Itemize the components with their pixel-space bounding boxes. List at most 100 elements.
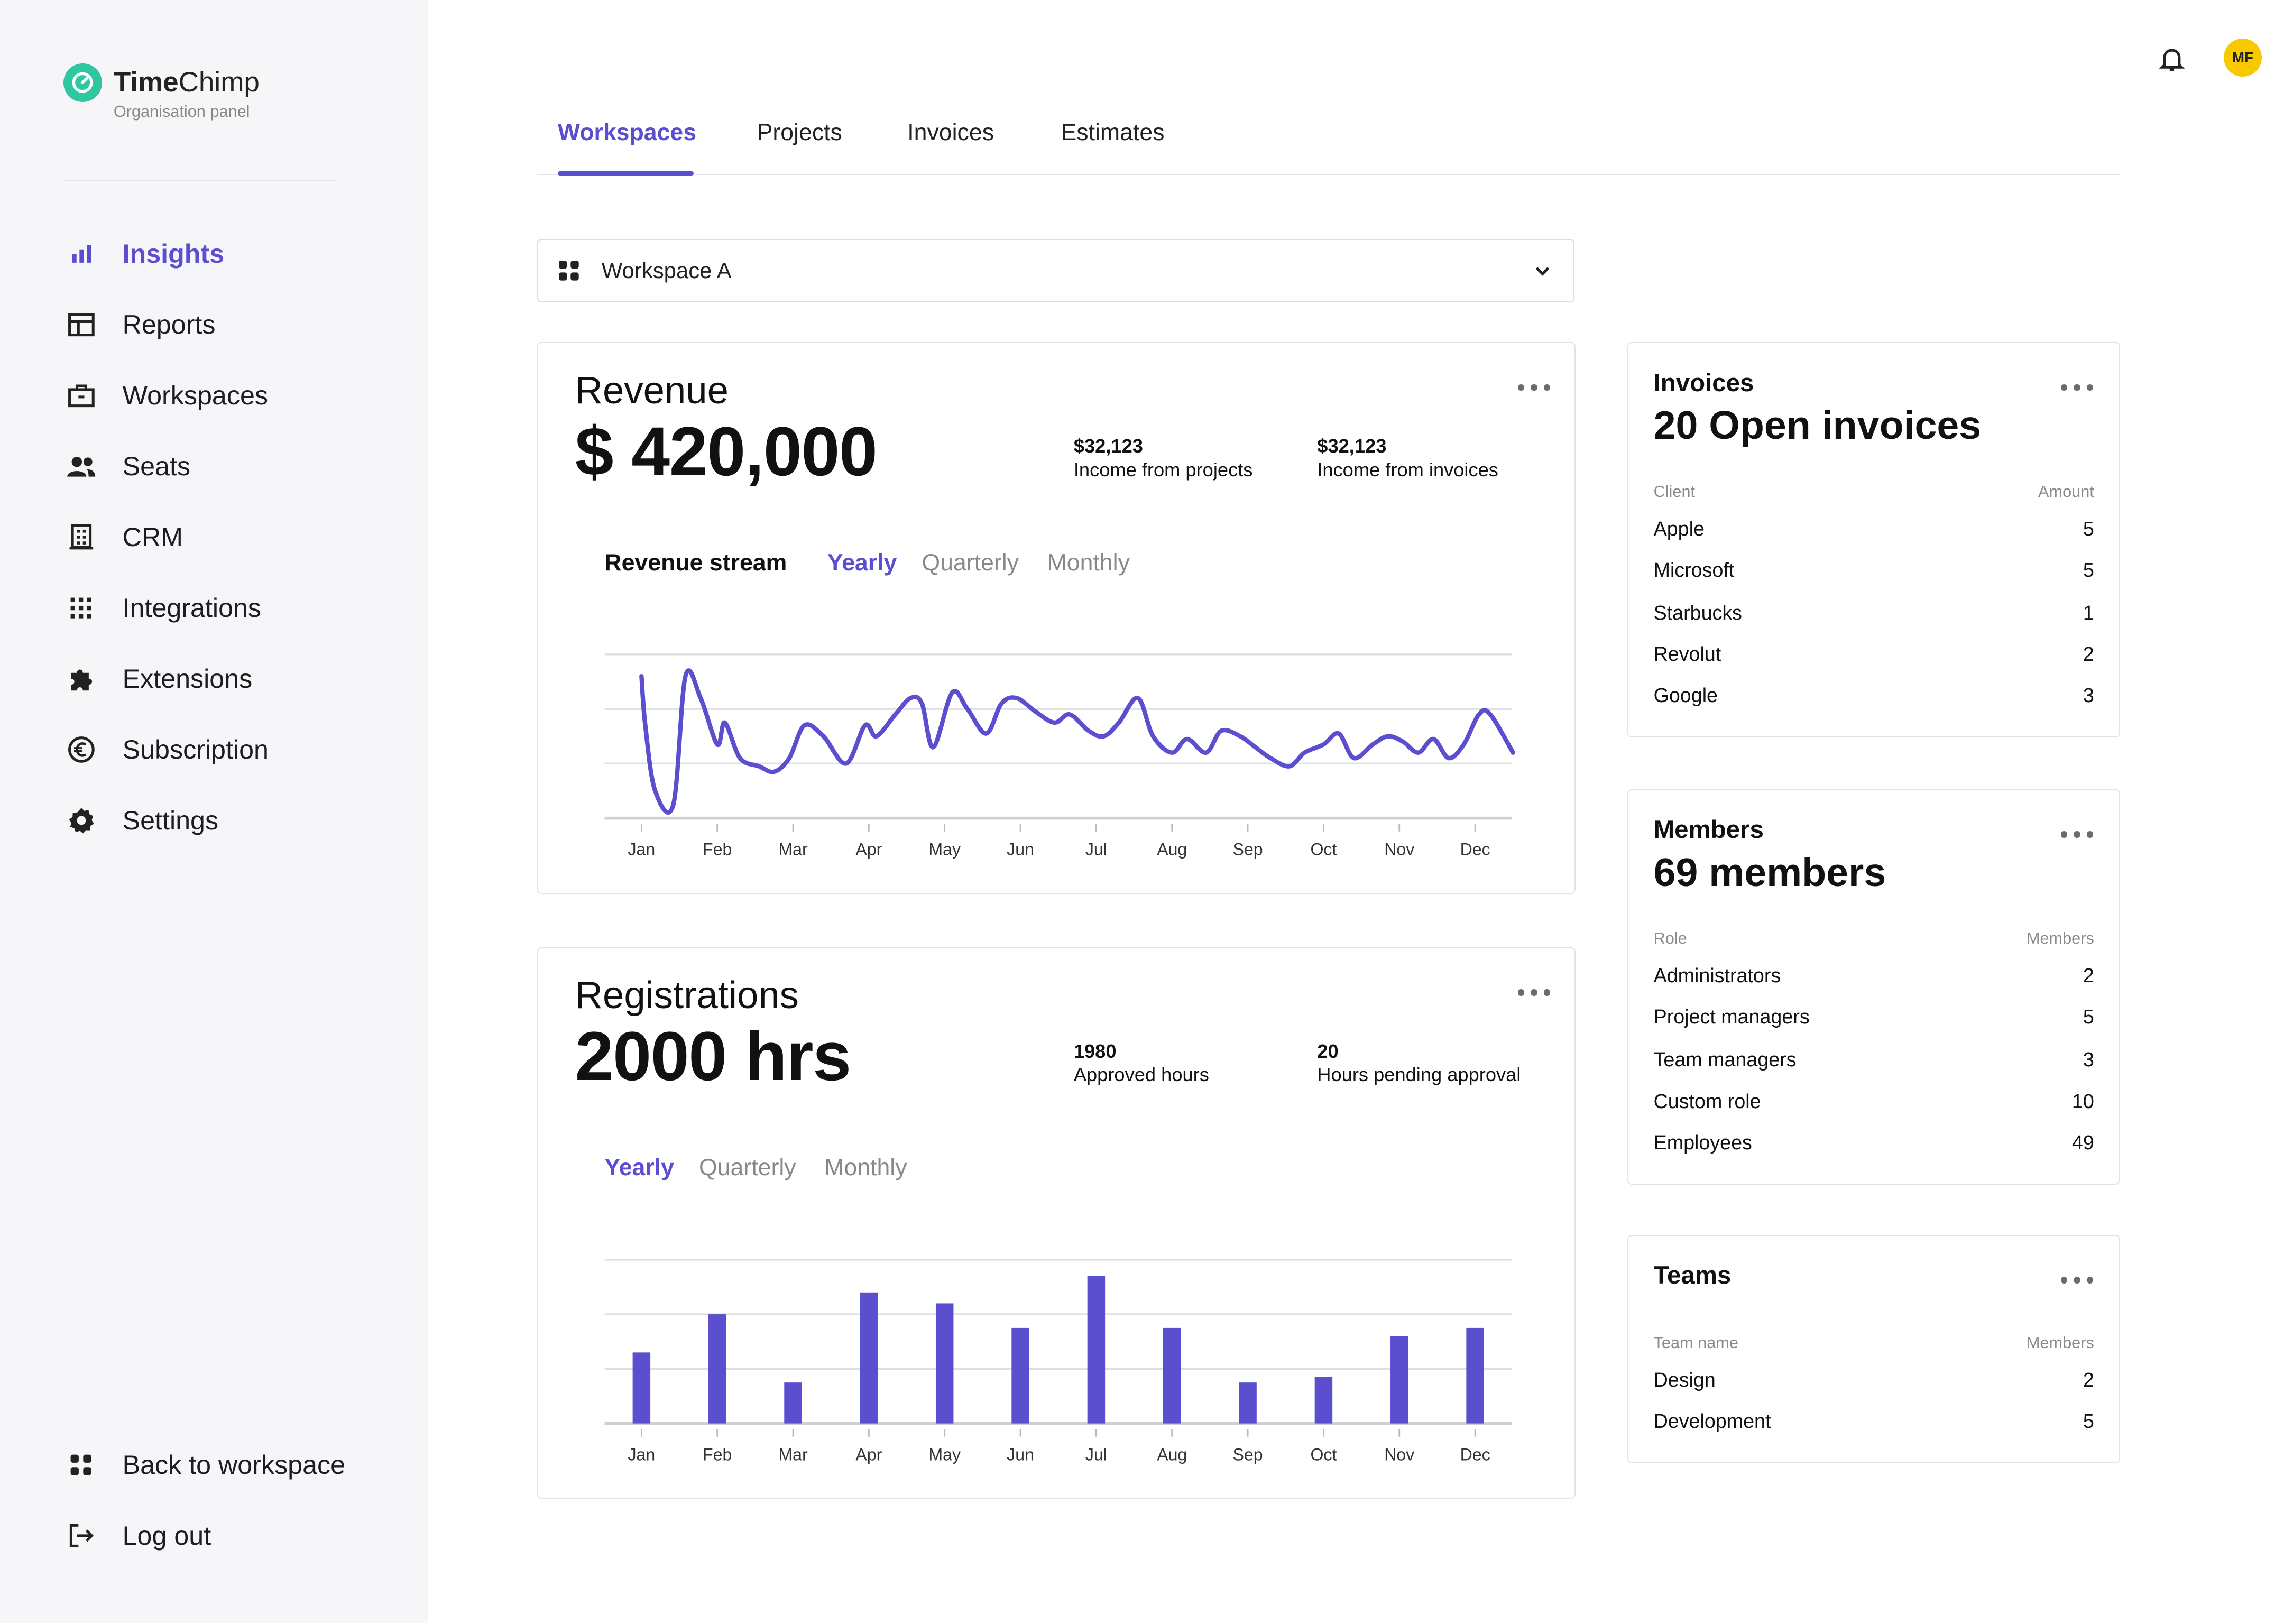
- invoices-card: Invoices 20 Open invoices Client Amount A…: [1627, 342, 2121, 738]
- revenue-stat-invoices: $32,123 Income from invoices: [1317, 435, 1498, 481]
- members-table-row[interactable]: Administrators 2: [1653, 964, 2094, 987]
- registrations-title: Registrations: [575, 974, 799, 1017]
- x-tick-label: Sep: [1232, 1445, 1263, 1464]
- registrations-period-monthly[interactable]: Monthly: [824, 1155, 907, 1181]
- registrations-bar: [1239, 1382, 1257, 1424]
- sidebar-item-label: Subscription: [122, 734, 269, 764]
- invoices-table-row[interactable]: Microsoft 5: [1653, 558, 2094, 581]
- sidebar-item-label: CRM: [122, 522, 183, 552]
- sidebar: TimeChimp Organisation panel Insights Re…: [0, 0, 428, 1623]
- logo[interactable]: TimeChimp Organisation panel: [63, 63, 260, 121]
- invoices-table-header: Client Amount: [1653, 482, 2094, 501]
- tab-estimates[interactable]: Estimates: [1061, 119, 1165, 146]
- teams-table-row[interactable]: Design 2: [1653, 1368, 2094, 1391]
- registrations-bar: [708, 1314, 726, 1424]
- gear-icon: [65, 804, 97, 836]
- euro-icon: [65, 733, 97, 765]
- x-tick-label: Jul: [1085, 840, 1107, 859]
- puzzle-icon: [65, 662, 97, 695]
- x-tick-label: Apr: [855, 1445, 882, 1464]
- revenue-value: $ 420,000: [575, 412, 878, 490]
- people-icon: [65, 450, 97, 482]
- x-tick-label: Oct: [1310, 1445, 1337, 1464]
- invoices-card-headline: 20 Open invoices: [1653, 403, 1982, 448]
- members-table-row[interactable]: Team managers 3: [1653, 1048, 2094, 1071]
- invoices-table-row[interactable]: Starbucks 1: [1653, 601, 2094, 624]
- x-tick-label: Nov: [1384, 1445, 1414, 1464]
- avatar[interactable]: MF: [2223, 38, 2262, 77]
- x-tick-label: Sep: [1232, 840, 1263, 859]
- registrations-bar: [935, 1303, 954, 1424]
- registrations-bar: [1390, 1336, 1408, 1424]
- x-tick-label: Jan: [628, 840, 655, 859]
- grid-icon: [65, 1448, 97, 1481]
- registrations-bar: [1011, 1327, 1029, 1424]
- sidebar-item-workspaces[interactable]: Workspaces: [65, 360, 269, 431]
- sidebar-item-insights[interactable]: Insights: [65, 218, 269, 289]
- members-table-row[interactable]: Custom role 10: [1653, 1090, 2094, 1112]
- logout-link[interactable]: Log out: [65, 1500, 345, 1571]
- x-tick-label: Nov: [1384, 840, 1414, 859]
- notifications-bell-icon[interactable]: [2157, 44, 2187, 74]
- revenue-stat-projects: $32,123 Income from projects: [1073, 435, 1253, 481]
- invoices-card-title: Invoices: [1653, 368, 1754, 397]
- workspace-select[interactable]: Workspace A: [537, 239, 1574, 303]
- x-tick-label: Aug: [1157, 840, 1187, 859]
- registrations-bar: [784, 1382, 802, 1424]
- invoices-more-icon[interactable]: [2060, 382, 2094, 393]
- x-tick-label: Apr: [855, 840, 882, 859]
- tab-workspaces[interactable]: Workspaces: [557, 119, 697, 146]
- teams-more-icon[interactable]: [2060, 1274, 2094, 1286]
- brand-name: TimeChimp: [113, 67, 260, 98]
- registrations-period-yearly[interactable]: Yearly: [604, 1155, 674, 1181]
- tab-invoices[interactable]: Invoices: [907, 119, 994, 146]
- sidebar-item-label: Integrations: [122, 593, 262, 623]
- x-tick-label: May: [928, 1445, 961, 1464]
- revenue-card: Revenue $ 420,000 $32,123 Income from pro…: [537, 342, 1576, 894]
- tab-projects[interactable]: Projects: [757, 119, 842, 146]
- invoices-table-row[interactable]: Revolut 2: [1653, 642, 2094, 665]
- revenue-series-line: [639, 668, 1515, 815]
- members-table-row[interactable]: Employees 49: [1653, 1131, 2094, 1154]
- registrations-more-icon[interactable]: [1517, 986, 1551, 998]
- registrations-bar: [1087, 1276, 1105, 1424]
- back-to-workspace-link[interactable]: Back to workspace: [65, 1429, 345, 1500]
- x-tick-label: Feb: [703, 840, 732, 859]
- grid-icon: [558, 260, 579, 281]
- registrations-bar: [632, 1352, 650, 1424]
- sidebar-item-integrations[interactable]: Integrations: [65, 573, 269, 643]
- revenue-line-chart: Jan Feb Mar Apr May Jun Jul Aug Sep Oct Nov Dec: [604, 653, 1515, 859]
- registrations-bar: [860, 1292, 878, 1424]
- briefcase-icon: [65, 379, 97, 411]
- revenue-period-monthly[interactable]: Monthly: [1047, 550, 1130, 576]
- x-tick-label: Jun: [1007, 1445, 1034, 1464]
- sidebar-item-reports[interactable]: Reports: [65, 289, 269, 360]
- active-tab-indicator: [557, 171, 694, 176]
- members-card-title: Members: [1653, 816, 1764, 844]
- members-more-icon[interactable]: [2060, 829, 2094, 841]
- members-table-row[interactable]: Project managers 5: [1653, 1005, 2094, 1028]
- registrations-bar-chart: Jan Feb Mar Apr May Jun Jul Aug Sep Oct Nov Dec: [604, 1258, 1512, 1464]
- registrations-bar: [1163, 1327, 1181, 1424]
- registrations-value: 2000 hrs: [575, 1017, 852, 1095]
- invoices-table-row[interactable]: Google 3: [1653, 684, 2094, 707]
- sidebar-item-label: Seats: [122, 451, 191, 481]
- sidebar-item-settings[interactable]: Settings: [65, 785, 269, 856]
- sidebar-item-seats[interactable]: Seats: [65, 431, 269, 502]
- sidebar-item-crm[interactable]: CRM: [65, 502, 269, 573]
- sidebar-item-subscription[interactable]: Subscription: [65, 714, 269, 785]
- building-icon: [65, 521, 97, 553]
- teams-table-row[interactable]: Development 5: [1653, 1410, 2094, 1433]
- revenue-more-icon[interactable]: [1517, 382, 1551, 393]
- logout-icon: [65, 1519, 97, 1552]
- x-tick-label: Oct: [1310, 840, 1337, 859]
- sidebar-item-extensions[interactable]: Extensions: [65, 643, 269, 714]
- revenue-period-quarterly[interactable]: Quarterly: [922, 550, 1019, 576]
- x-tick-label: Jun: [1007, 840, 1034, 859]
- apps-grid-icon: [65, 592, 97, 624]
- x-tick-label: May: [928, 840, 961, 859]
- invoices-table-row[interactable]: Apple 5: [1653, 517, 2094, 540]
- revenue-period-yearly[interactable]: Yearly: [827, 550, 897, 576]
- x-tick-label: Feb: [703, 1445, 732, 1464]
- registrations-period-quarterly[interactable]: Quarterly: [698, 1155, 796, 1181]
